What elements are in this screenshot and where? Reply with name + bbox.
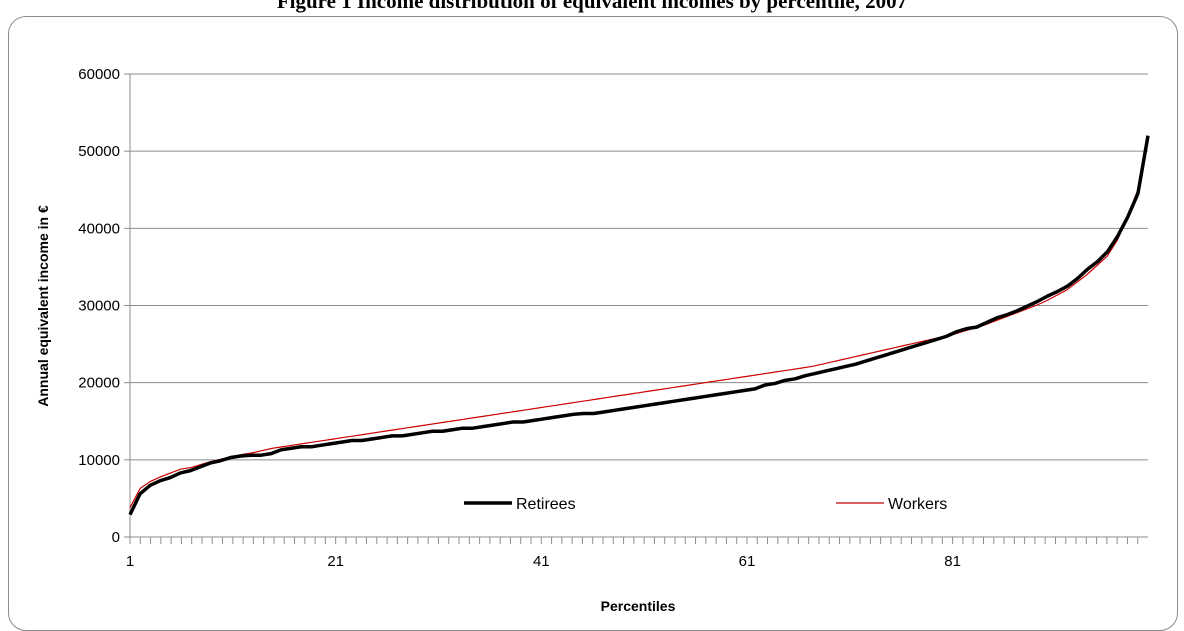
- series-lines: [128, 135, 1150, 516]
- x-axis-title: Percentiles: [601, 598, 676, 614]
- x-tick-label: 81: [944, 553, 961, 570]
- series-line-retirees: [128, 135, 1150, 516]
- x-tick-label: 61: [739, 553, 756, 570]
- y-tick-label: 40000: [78, 220, 120, 237]
- page-title: Figure 1 Income distribution of equivale…: [276, 0, 908, 13]
- y-tick-label: 50000: [78, 143, 120, 160]
- legend-label-retirees: Retirees: [516, 496, 576, 513]
- y-axis-title: Annual equivalent income in €: [35, 205, 51, 407]
- legend: Retirees Workers: [464, 496, 947, 513]
- y-tick-label: 10000: [78, 452, 120, 469]
- tick-labels: 0 10000 20000 30000 40000 50000 60000 1 21 41 61 81: [78, 66, 961, 570]
- y-tick-label: 20000: [78, 375, 120, 392]
- y-tick-label: 30000: [78, 298, 120, 315]
- x-tick-label: 41: [533, 553, 550, 570]
- y-tick-label: 0: [112, 529, 120, 546]
- x-tick-label: 1: [126, 553, 134, 570]
- x-tick-label: 21: [327, 553, 344, 570]
- gridlines: [130, 73, 1148, 538]
- axes: [124, 73, 1139, 544]
- series-line-workers: [129, 135, 1149, 508]
- legend-label-workers: Workers: [888, 496, 947, 513]
- y-tick-label: 60000: [78, 66, 120, 83]
